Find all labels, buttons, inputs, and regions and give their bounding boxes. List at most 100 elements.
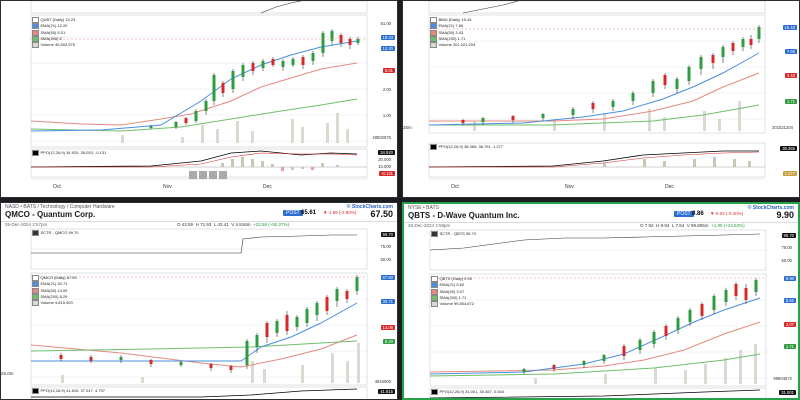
sma50-tag: 3.43 bbox=[784, 73, 797, 78]
legend-price: BBAI (Daily) 15.43 bbox=[430, 17, 475, 23]
price-tag: 9.90 bbox=[783, 276, 796, 281]
post-market-badge: POST bbox=[674, 211, 694, 217]
chart-header: NASD • BATS / Technology / Computer Hard… bbox=[1, 203, 397, 222]
qubt-chart-canvas[interactable] bbox=[1, 1, 398, 198]
x-label-oct: Oct bbox=[451, 184, 459, 190]
sma50-tag: 5.01 bbox=[382, 68, 395, 73]
sma50-tag: 3.07 bbox=[783, 322, 796, 327]
symbol-title: QMCO - Quantum Corp. bbox=[5, 210, 96, 219]
stockcharts-logo[interactable]: © StockCharts.com bbox=[346, 204, 393, 210]
qmco-chart-canvas[interactable] bbox=[1, 203, 398, 400]
sctr-tag: 99.70 bbox=[380, 232, 395, 237]
sctr-axis-tag: 75.00 bbox=[380, 244, 391, 249]
legend-sma200: SMA(200) 2 bbox=[32, 35, 75, 42]
legend-sma200: SMA(200) 1.71 bbox=[431, 294, 474, 301]
ppo-hist-tag: -0.131 bbox=[379, 171, 395, 176]
ppo-tag: 31.001 bbox=[779, 390, 796, 395]
chart-panel-bbai[interactable]: BBAI (Daily) 15.43 EMA(21) 7.66 SMA(50) … bbox=[402, 0, 800, 198]
legend-volume: Volume 40,502,975 bbox=[32, 42, 75, 49]
legend-sma200: SMA(200) 8.29 bbox=[32, 293, 77, 300]
legend-ema21: EMA(21) 7.66 bbox=[430, 23, 475, 30]
sma200-tag: 1.71 bbox=[783, 344, 796, 349]
x-label-nov: Nov bbox=[163, 184, 172, 190]
x-label-dec: Dec bbox=[263, 184, 272, 190]
last-price: 9.90 bbox=[776, 210, 794, 220]
qubt-ppo-legend: PPO(12,26,9) 34.920, 35.033, -0.131 bbox=[32, 150, 106, 156]
legend-ema21: EMA(21) 12.20 bbox=[32, 23, 75, 30]
price-tag: 19.23 bbox=[380, 35, 395, 40]
exchange-info: NYSE • BATS bbox=[408, 205, 439, 211]
legend-sma50: SMA(50) 14.09 bbox=[32, 287, 77, 294]
bbai-indicator-legend: BBAI (Daily) 15.43 EMA(21) 7.66 SMA(50) … bbox=[430, 17, 475, 49]
ppo-tag: 38.365 bbox=[780, 146, 797, 151]
exchange-info: NASD • BATS / Technology / Computer Hard… bbox=[5, 204, 115, 210]
legend-sma50: SMA(50) 3.43 bbox=[430, 29, 475, 36]
sctr-axis-tag: 75.00 bbox=[781, 245, 792, 250]
axis-tag: 2.00 bbox=[382, 87, 391, 92]
price-tag: 67.50 bbox=[380, 275, 395, 280]
axis-tag: 51.00 bbox=[380, 21, 391, 26]
ppo-hist-tag: 1.277 bbox=[782, 171, 797, 176]
x-label-dec: Dec bbox=[665, 184, 674, 190]
post-market-change: ▼-1.89 (-2.80%) bbox=[323, 210, 357, 215]
last-price: 67.50 bbox=[370, 209, 393, 219]
qmco-indicator-legend: QMCO (Daily) 67.50 EMA(21) 30.71 SMA(50)… bbox=[32, 275, 77, 307]
ema-tag: 30.71 bbox=[380, 299, 395, 304]
post-market-price: 65.61 bbox=[301, 210, 317, 216]
chart-panel-qmco[interactable]: NASD • BATS / Technology / Computer Hard… bbox=[0, 202, 398, 400]
volume-scale-label: 25.0m bbox=[1, 371, 14, 376]
ema-tag: 5.62 bbox=[783, 298, 796, 303]
legend-price: QMCO (Daily) 67.50 bbox=[32, 275, 77, 281]
symbol-title: QBTS - D-Wave Quantum Inc. bbox=[408, 211, 520, 220]
volume-tag: 4816000 bbox=[374, 379, 391, 384]
legend-volume: Volume 4,815,903 bbox=[32, 300, 77, 307]
sma50-tag: 14.06 bbox=[380, 325, 395, 330]
qbts-ppo-legend: PPO(12,26,9) 31.001, 30.457, 0.544 bbox=[431, 389, 504, 395]
sctr-axis-tag: 50.00 bbox=[380, 257, 391, 262]
legend-ema21: EMA(21) 30.71 bbox=[32, 281, 77, 288]
legend-price: QBTS (Daily) 9.90 bbox=[431, 276, 474, 282]
legend-volume: Volume 99,804,672 bbox=[431, 301, 474, 308]
sctr-axis-tag: 50.00 bbox=[781, 258, 792, 263]
qbts-indicator-legend: QBTS (Daily) 9.90 EMA(21) 5.62 SMA(50) 3… bbox=[431, 276, 474, 308]
ppo-axis-tag: 10.000 bbox=[378, 164, 391, 169]
sctr-tag: 95.70 bbox=[781, 233, 796, 238]
sma200-tag: 1.71 bbox=[784, 99, 797, 104]
x-label-oct: Oct bbox=[53, 184, 61, 190]
qmco-ppo-legend: PPO(12,26,9) 41.815, 37.017, 4.797 bbox=[32, 388, 105, 394]
chart-panel-qubt[interactable]: QUBT (Daily) 19.23 EMA(21) 12.20 SMA(50)… bbox=[0, 0, 398, 198]
x-label-nov: Nov bbox=[565, 184, 574, 190]
qubt-indicator-legend: QUBT (Daily) 19.23 EMA(21) 12.20 SMA(50)… bbox=[32, 17, 75, 49]
ema-tag: 12.20 bbox=[380, 46, 395, 51]
axis-tag: 1.00 bbox=[382, 113, 391, 118]
volume-scale-label: 25m bbox=[403, 125, 412, 130]
volume-tag: 99804672 bbox=[773, 376, 792, 381]
qbts-chart-canvas[interactable] bbox=[404, 204, 800, 400]
legend-sma200: SMA(200) 1.71 bbox=[430, 35, 475, 42]
chart-panel-qbts[interactable]: NYSE • BATS © StockCharts.com QBTS - D-W… bbox=[402, 202, 800, 400]
ohlc-readout: O 7.92 H 9.94 L 7.64 V 99.805m +1.95 (+2… bbox=[640, 223, 745, 228]
ohlc-readout: O 43.59 H 71.93 L 43.41 V 4.816m +22.58 … bbox=[177, 222, 290, 227]
legend-sma50: SMA(50) 3.07 bbox=[431, 288, 474, 295]
ema-tag: 7.66 bbox=[784, 49, 797, 54]
price-tag: 15.43 bbox=[782, 25, 797, 30]
post-market-badge: POST bbox=[283, 210, 303, 216]
chart-header: NYSE • BATS © StockCharts.com QBTS - D-W… bbox=[404, 204, 798, 223]
legend-ema21: EMA(21) 5.62 bbox=[431, 282, 474, 289]
legend-price: QUBT (Daily) 19.23 bbox=[32, 17, 75, 23]
chart-timestamp: 26-Dec-2024 2:57pm bbox=[5, 222, 48, 227]
post-market-change: ▼-0.04 (-0.40%) bbox=[710, 211, 744, 216]
sctr-legend: SCTR - QMCO 99.70 bbox=[32, 230, 79, 236]
legend-sma50: SMA(50) 5.01 bbox=[32, 29, 75, 36]
ppo-axis-tag: 20.000 bbox=[378, 157, 391, 162]
post-market-price: 9.86 bbox=[692, 211, 704, 217]
ppo-tag: 41.815 bbox=[378, 389, 395, 394]
chart-timestamp: 26-Dec-2024 2:59pm bbox=[408, 223, 451, 228]
ppo-tag: 34.920 bbox=[378, 150, 395, 155]
stockcharts-logo[interactable]: © StockCharts.com bbox=[747, 205, 794, 211]
bbai-chart-canvas[interactable] bbox=[403, 1, 800, 198]
volume-tag: 40502975 bbox=[372, 135, 391, 140]
sma200-tag: 8.29 bbox=[382, 339, 395, 344]
sctr-legend: SCTR - QBTS 95.70 bbox=[431, 231, 476, 237]
